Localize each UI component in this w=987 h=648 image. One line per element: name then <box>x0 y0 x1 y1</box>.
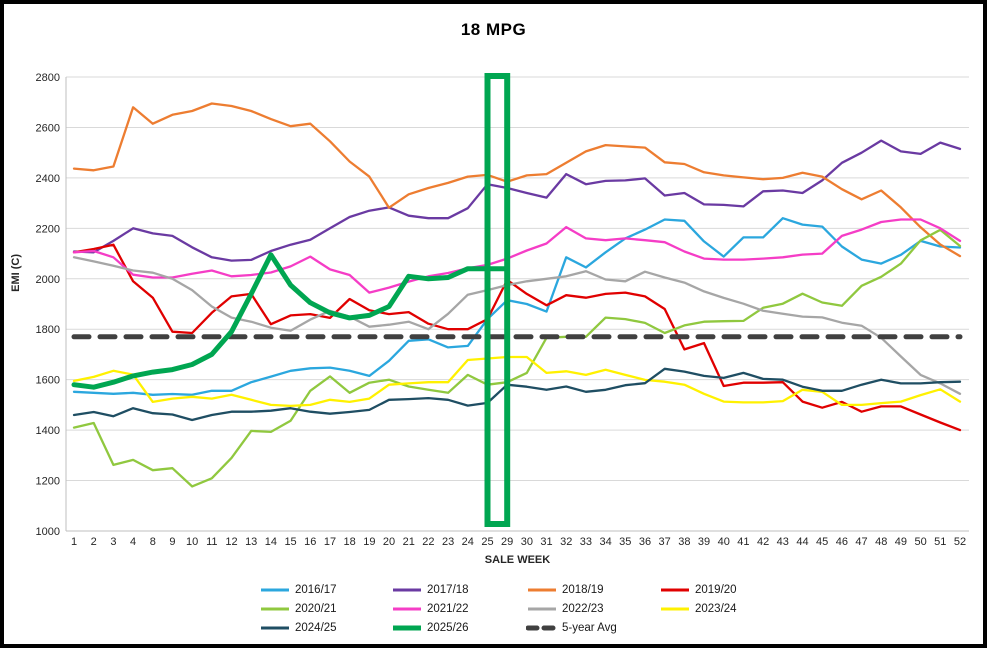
x-tick-label: 46 <box>836 536 848 548</box>
series-line-2021-22 <box>72 218 962 294</box>
x-tick-label: 22 <box>422 536 434 548</box>
x-tick-label: 29 <box>501 536 513 548</box>
x-tick-label: 39 <box>698 536 710 548</box>
x-tick-label: 33 <box>580 536 592 548</box>
highlight-box <box>484 73 511 527</box>
x-tick-label: 38 <box>678 536 690 548</box>
x-tick-label: 2 <box>91 536 97 548</box>
series-line-2022-23 <box>72 256 962 395</box>
x-tick-label: 11 <box>206 536 217 548</box>
x-tick-label: 12 <box>225 536 237 548</box>
x-tick-label: 32 <box>560 536 572 548</box>
x-tick-label: 19 <box>363 536 375 548</box>
y-tick-label: 2800 <box>36 72 60 84</box>
y-tick-label: 2200 <box>36 223 60 235</box>
x-tick-label: 31 <box>540 536 552 548</box>
x-tick-label: 8 <box>150 536 156 548</box>
x-tick-label: 16 <box>304 536 316 548</box>
y-tick-label: 1400 <box>36 425 60 437</box>
x-tick-label: 47 <box>855 536 867 548</box>
x-tick-label: 3 <box>110 536 116 548</box>
x-tick-label: 13 <box>245 536 257 548</box>
x-tick-label: 4 <box>130 536 136 548</box>
y-tick-label: 2000 <box>36 274 60 286</box>
chart-title: 18 MPG <box>460 20 527 39</box>
x-tick-label: 35 <box>619 536 631 548</box>
y-tick-label: 1600 <box>36 375 60 387</box>
x-tick-label: 23 <box>442 536 454 548</box>
x-tick-label: 30 <box>521 536 533 548</box>
x-tick-label: 50 <box>914 536 926 548</box>
x-tick-label: 36 <box>639 536 651 548</box>
y-tick-label: 2600 <box>36 122 60 134</box>
x-tick-label: 14 <box>265 536 277 548</box>
y-tick-label: 1800 <box>36 324 60 336</box>
x-tick-label: 41 <box>737 536 749 548</box>
x-tick-label: 18 <box>344 536 356 548</box>
series-line-2018-19 <box>72 102 962 258</box>
x-tick-label: 51 <box>934 536 946 548</box>
series-line-2016-17 <box>72 217 962 396</box>
x-tick-label: 15 <box>284 536 296 548</box>
series-line-2025-26 <box>71 252 510 390</box>
series-line-2017-18 <box>72 139 962 262</box>
x-tick-label: 20 <box>383 536 395 548</box>
x-tick-label: 42 <box>757 536 769 548</box>
x-tick-label: 45 <box>816 536 828 548</box>
x-tick-label: 1 <box>71 536 77 548</box>
x-tick-label: 37 <box>659 536 671 548</box>
x-tick-label: 25 <box>481 536 493 548</box>
x-tick-label: 17 <box>324 536 336 548</box>
x-tick-label: 34 <box>599 536 611 548</box>
x-tick-label: 21 <box>403 536 415 548</box>
x-tick-label: 52 <box>954 536 966 548</box>
series-line-2024-25 <box>72 367 962 422</box>
x-tick-label: 40 <box>718 536 730 548</box>
series-line-2023-24 <box>72 355 962 408</box>
y-tick-label: 2400 <box>36 173 60 185</box>
x-tick-label: 9 <box>169 536 175 548</box>
x-tick-label: 44 <box>796 536 808 548</box>
y-tick-label: 1000 <box>36 526 60 538</box>
x-tick-label: 10 <box>186 536 198 548</box>
y-tick-label: 1200 <box>36 476 60 488</box>
x-axis-title: SALE WEEK <box>484 554 551 566</box>
series-line-2019-20 <box>72 243 962 432</box>
x-tick-label: 48 <box>875 536 887 548</box>
x-tick-label: 43 <box>777 536 789 548</box>
x-tick-label: 49 <box>895 536 907 548</box>
x-tick-label: 24 <box>462 536 474 548</box>
series-line-2020-21 <box>72 228 962 488</box>
chart-plot-area: 2800 2600 2400 2200 2000 1800 1600 1400 1200 1000… <box>36 72 969 548</box>
